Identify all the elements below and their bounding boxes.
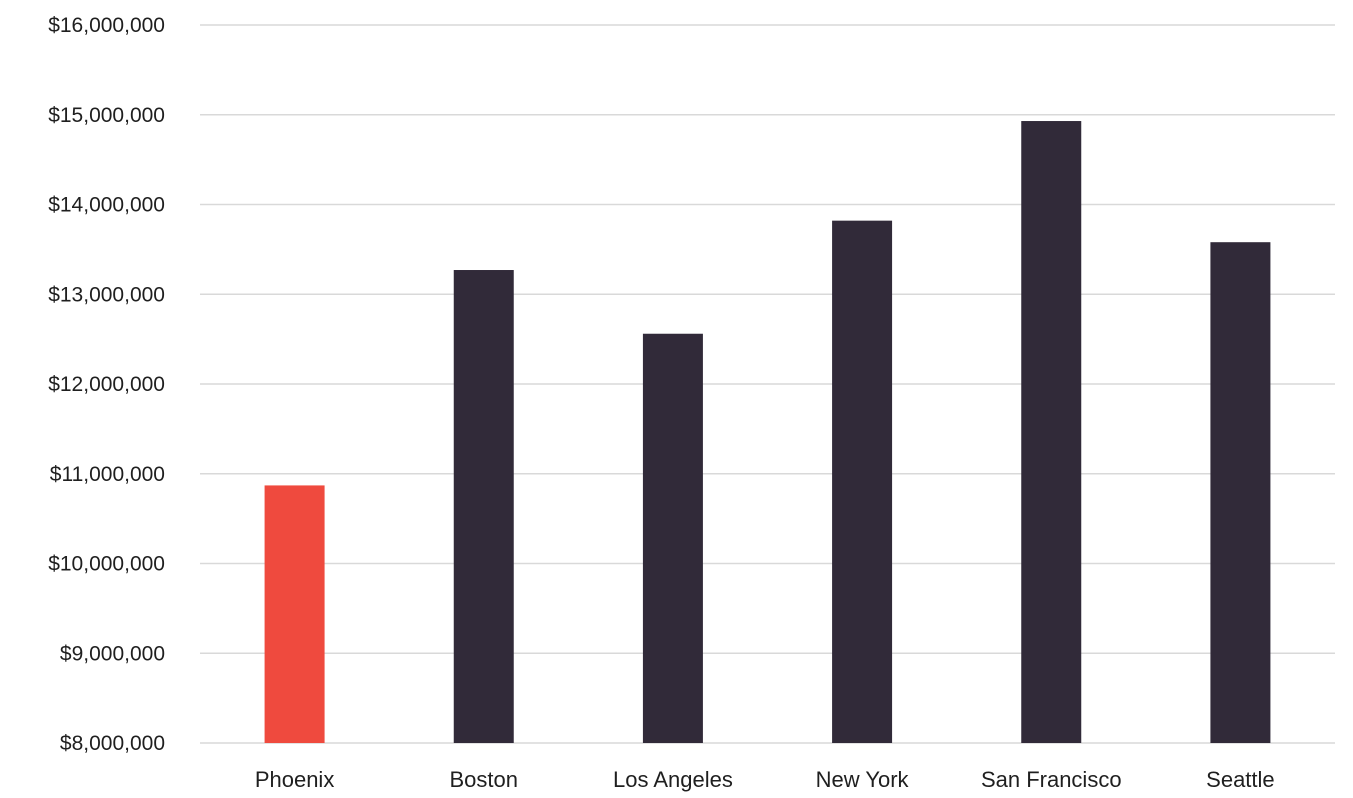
y-tick-label: $16,000,000 — [48, 14, 165, 37]
x-tick-label: Seattle — [1206, 767, 1275, 792]
x-tick-label: Boston — [450, 767, 519, 792]
y-axis-tick-labels: $8,000,000 $9,000,000 $10,000,000 $11,000,0… — [48, 14, 165, 755]
x-tick-label: New York — [816, 767, 910, 792]
x-tick-label: Phoenix — [255, 767, 335, 792]
bar-new-york — [832, 220, 893, 743]
y-tick-label: $13,000,000 — [48, 283, 165, 306]
x-tick-label: San Francisco — [981, 767, 1122, 792]
bar-seattle — [1210, 242, 1271, 743]
y-tick-label: $12,000,000 — [48, 373, 165, 396]
bar-boston — [453, 270, 514, 743]
bars — [264, 121, 1271, 744]
y-tick-label: $8,000,000 — [60, 732, 165, 755]
bar-los-angeles — [642, 333, 703, 743]
y-tick-label: $9,000,000 — [60, 642, 165, 665]
y-tick-label: $14,000,000 — [48, 194, 165, 217]
gridlines — [200, 24, 1335, 744]
bar-san-francisco — [1021, 121, 1082, 744]
x-axis-tick-labels: Phoenix Boston Los Angeles New York San Fran… — [255, 767, 1275, 792]
y-tick-label: $15,000,000 — [48, 104, 165, 127]
y-tick-label: $10,000,000 — [48, 553, 165, 576]
y-tick-label: $11,000,000 — [50, 463, 165, 486]
x-tick-label: Los Angeles — [613, 767, 733, 792]
bar-phoenix — [264, 485, 325, 743]
